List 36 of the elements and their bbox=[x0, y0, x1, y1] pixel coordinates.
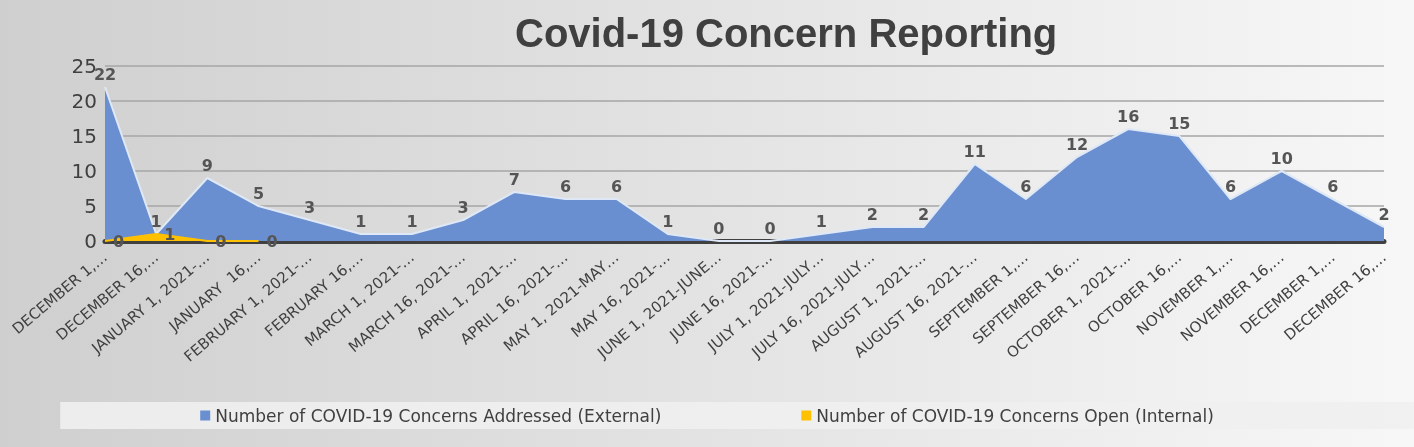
y-tick-label: 5 bbox=[84, 194, 97, 218]
data-label: 7 bbox=[508, 169, 520, 189]
y-tick-label: 15 bbox=[71, 124, 97, 148]
legend-label: Number of COVID-19 Concerns Addressed (External) bbox=[215, 405, 662, 426]
data-label: 0 bbox=[266, 231, 278, 251]
data-label: 16 bbox=[1117, 106, 1140, 126]
data-label: 0 bbox=[215, 231, 227, 251]
data-label: 1 bbox=[355, 211, 367, 231]
data-label: 3 bbox=[304, 197, 316, 217]
data-label: 2 bbox=[917, 204, 930, 224]
data-label: 6 bbox=[1020, 176, 1032, 196]
legend-label: Number of COVID-19 Concerns Open (Internal) bbox=[816, 405, 1214, 426]
data-label: 2 bbox=[866, 204, 878, 224]
y-tick-label: 10 bbox=[71, 159, 97, 183]
data-label: 6 bbox=[559, 176, 572, 196]
data-label: 9 bbox=[201, 155, 213, 175]
data-label: 6 bbox=[1327, 176, 1339, 196]
data-label: 15 bbox=[1168, 113, 1191, 133]
data-label: 1 bbox=[815, 211, 827, 231]
data-label: 2 bbox=[1378, 204, 1390, 224]
data-label: 1 bbox=[662, 211, 674, 231]
data-label: 6 bbox=[1224, 176, 1237, 196]
data-label: 10 bbox=[1270, 148, 1293, 168]
data-label: 5 bbox=[252, 183, 265, 203]
data-label: 0 bbox=[764, 218, 776, 238]
data-label: 0 bbox=[113, 231, 125, 251]
y-tick-label: 20 bbox=[71, 89, 97, 113]
data-label: 12 bbox=[1065, 134, 1089, 154]
data-label: 3 bbox=[457, 197, 469, 217]
chart-title: Covid-19 Concern Reporting bbox=[515, 11, 1058, 55]
data-label: 1 bbox=[150, 211, 162, 231]
data-label: 6 bbox=[611, 176, 623, 196]
data-label: 11 bbox=[963, 141, 986, 161]
data-label: 1 bbox=[406, 211, 418, 231]
data-label: 0 bbox=[713, 218, 725, 238]
y-tick-label: 0 bbox=[84, 229, 97, 253]
